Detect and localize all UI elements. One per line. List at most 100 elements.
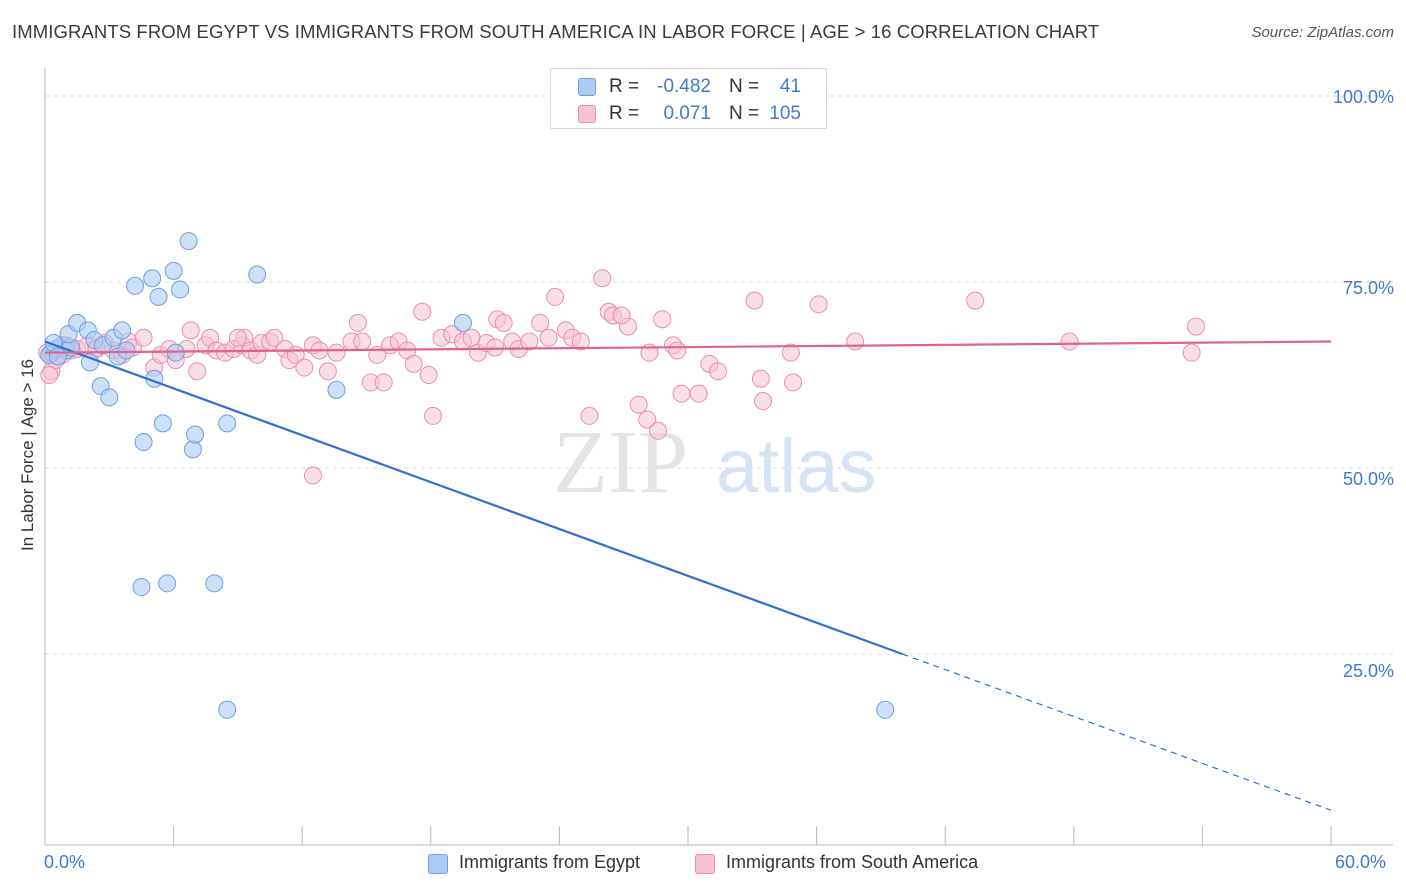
egypt-point: [171, 280, 190, 299]
legend-swatch-egypt: [578, 78, 596, 96]
egypt-point: [158, 574, 177, 593]
egypt-point: [248, 265, 267, 284]
axes: [44, 68, 1393, 846]
south-america-point: [419, 366, 438, 384]
egypt-point: [876, 700, 895, 719]
trend-lines: [44, 340, 1332, 811]
grid-lines: [45, 95, 1393, 655]
x-tick-max: 60.0%: [1335, 852, 1387, 872]
y-tick-50: 50.0%: [1342, 469, 1394, 489]
south-america-point: [672, 384, 691, 403]
south-america-point: [348, 313, 367, 332]
south-america-point: [580, 406, 599, 425]
egypt-point: [100, 388, 119, 407]
watermark: ZIP atlas: [553, 413, 877, 512]
egypt-point: [218, 700, 237, 719]
south-america-point: [520, 332, 539, 351]
egypt-point: [183, 440, 202, 459]
south-america-point: [1186, 317, 1205, 336]
south-america-point: [751, 369, 770, 388]
south-america-point: [181, 321, 200, 340]
egypt-point: [117, 341, 136, 360]
legend-n-value: 105: [769, 103, 801, 124]
south-america-point: [668, 341, 687, 360]
south-america-point: [318, 362, 337, 381]
south-america-point: [327, 343, 346, 362]
south-america-point: [494, 313, 513, 332]
legend-r-value: 0.071: [663, 103, 711, 124]
legend-label-south-america: Immigrants from South America: [726, 852, 979, 872]
egypt-point: [113, 321, 132, 340]
y-tick-75: 75.0%: [1342, 278, 1394, 298]
egypt-point: [132, 578, 151, 597]
legend-label-egypt: Immigrants from Egypt: [459, 852, 641, 872]
source-credit: Source: ZipAtlas.com: [1251, 24, 1394, 41]
south-america-point: [188, 362, 207, 381]
south-america-point: [1060, 332, 1079, 351]
egypt-point: [153, 414, 172, 433]
south-america-point: [653, 310, 672, 329]
egypt-point: [48, 347, 67, 366]
legend-row-egypt: R = -0.482 N = 41: [551, 74, 826, 100]
south-america-point: [784, 373, 803, 392]
south-america-point: [303, 466, 322, 485]
south-america-point: [966, 291, 985, 310]
south-america-point: [353, 332, 372, 351]
egypt-point: [134, 432, 153, 451]
egypt-point: [149, 287, 168, 306]
legend-n-label: N =: [729, 103, 760, 124]
south-america-point: [593, 269, 612, 288]
correlation-legend: R = -0.482 N = 41 R = 0.071 N = 105: [550, 68, 827, 129]
watermark-atlas: atlas: [716, 424, 877, 509]
south-america-point: [295, 358, 314, 377]
south-america-point: [40, 366, 59, 384]
egypt-point: [179, 232, 198, 251]
south-america-point: [265, 328, 284, 347]
legend-swatch-egypt: [428, 854, 448, 874]
south-america-trend-line: [44, 340, 1332, 354]
x-tick-min: 0.0%: [44, 852, 86, 872]
south-america-point: [709, 362, 728, 381]
south-america-point: [571, 332, 590, 351]
south-america-point: [745, 291, 764, 310]
series-legend: Immigrants from Egypt Immigrants from So…: [0, 852, 1406, 878]
egypt-point: [218, 414, 237, 433]
south-america-point: [754, 392, 773, 411]
egypt-point: [81, 353, 100, 372]
south-america-point: [404, 354, 423, 373]
y-tick-100: 100.0%: [1332, 87, 1394, 107]
egypt-point: [453, 313, 472, 332]
south-america-point: [413, 302, 432, 321]
egypt-trend-extension: [902, 653, 1332, 811]
south-america-point: [689, 384, 708, 403]
legend-n-value: 41: [779, 76, 801, 97]
egypt-point: [327, 380, 346, 399]
egypt-point: [143, 269, 162, 288]
south-america-point: [539, 328, 558, 347]
watermark-zip: ZIP: [553, 413, 688, 512]
south-america-point: [423, 406, 442, 425]
south-america-point: [1182, 343, 1201, 362]
legend-n-label: N =: [729, 76, 760, 97]
south-america-point: [846, 332, 865, 351]
y-axis-label: In Labor Force | Age > 16: [18, 358, 37, 552]
legend-swatch-south-america: [695, 854, 715, 874]
south-america-point: [228, 328, 247, 347]
south-america-point: [781, 343, 800, 362]
legend-row-south-america: R = 0.071 N = 105: [551, 101, 826, 127]
south-america-point: [629, 395, 648, 414]
y-tick-25: 25.0%: [1342, 661, 1394, 681]
egypt-point: [186, 425, 205, 444]
south-america-point: [638, 410, 657, 429]
south-america-point: [648, 421, 667, 440]
south-america-point: [809, 295, 828, 314]
south-america-point: [612, 306, 631, 325]
legend-r-label: R =: [609, 103, 640, 124]
south-america-point: [486, 338, 505, 357]
south-america-point: [134, 328, 153, 347]
egypt-trend-line: [44, 340, 903, 656]
egypt-point: [164, 261, 183, 280]
chart-title: IMMIGRANTS FROM EGYPT VS IMMIGRANTS FROM…: [12, 21, 1100, 42]
south-america-point: [546, 287, 565, 306]
